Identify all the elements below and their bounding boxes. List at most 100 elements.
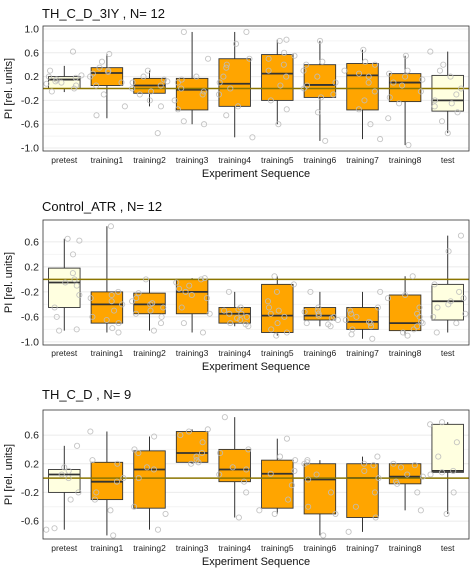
data-point xyxy=(180,320,187,327)
data-point xyxy=(193,453,200,460)
data-point xyxy=(384,295,391,302)
data-point xyxy=(367,121,374,128)
data-point xyxy=(450,467,457,474)
data-point xyxy=(417,507,424,514)
data-point xyxy=(178,76,185,83)
data-point xyxy=(119,301,126,308)
data-point xyxy=(303,61,310,68)
data-point xyxy=(352,503,359,510)
data-point xyxy=(164,78,171,85)
data-point xyxy=(405,141,412,149)
data-point xyxy=(110,532,117,539)
data-point xyxy=(216,79,223,86)
data-point xyxy=(98,58,106,65)
data-point xyxy=(243,313,250,320)
data-point xyxy=(180,118,187,125)
data-point xyxy=(198,449,206,457)
x-tick-label: training6 xyxy=(304,543,337,553)
data-point xyxy=(414,310,421,317)
data-point xyxy=(199,439,206,446)
data-point xyxy=(72,74,79,81)
data-point xyxy=(315,312,322,319)
data-point xyxy=(150,327,157,334)
data-point xyxy=(64,235,71,242)
data-point xyxy=(265,67,272,74)
x-tick-label: test xyxy=(441,155,455,165)
data-point xyxy=(174,106,181,113)
y-tick-label: -0.6 xyxy=(21,311,39,323)
data-point xyxy=(176,285,183,292)
data-point xyxy=(271,273,278,280)
data-point xyxy=(131,446,138,453)
data-point xyxy=(245,446,252,453)
panel-title: TH_C_D , N= 9 xyxy=(42,387,131,402)
data-point xyxy=(157,320,165,327)
y-tick-label: 0.6 xyxy=(24,47,39,59)
data-point xyxy=(160,304,167,311)
x-tick-label: training8 xyxy=(389,155,422,165)
x-tick-label: pretest xyxy=(51,348,78,358)
data-point xyxy=(89,313,96,320)
data-point xyxy=(69,270,76,277)
x-tick-label: training6 xyxy=(304,348,337,358)
data-point xyxy=(431,281,438,288)
data-point xyxy=(377,136,384,143)
x-tick-label: training5 xyxy=(261,155,294,165)
x-tick-label: pretest xyxy=(51,543,78,553)
data-point xyxy=(173,279,180,286)
data-point xyxy=(151,433,158,440)
data-point xyxy=(245,323,252,330)
data-point xyxy=(235,514,242,521)
data-point xyxy=(372,514,379,521)
data-point xyxy=(256,507,263,514)
data-point xyxy=(300,67,307,74)
data-point xyxy=(177,432,184,439)
x-tick-label: test xyxy=(441,543,455,553)
box-training3 xyxy=(175,278,209,315)
data-point xyxy=(417,318,425,325)
data-point xyxy=(201,121,208,128)
data-point xyxy=(216,91,223,98)
data-point xyxy=(58,471,65,478)
box-training3 xyxy=(175,431,209,463)
plot-border xyxy=(42,409,470,540)
data-point xyxy=(114,460,121,467)
data-point xyxy=(438,469,446,476)
data-point xyxy=(121,103,128,110)
x-tick-label: training4 xyxy=(218,348,251,358)
data-point xyxy=(434,304,441,311)
data-point xyxy=(180,28,187,36)
data-point xyxy=(89,457,96,464)
data-point xyxy=(334,316,341,324)
data-point xyxy=(73,282,80,289)
data-point xyxy=(328,315,335,322)
x-tick-label: test xyxy=(441,348,455,358)
data-point xyxy=(458,85,465,92)
data-point xyxy=(375,475,382,482)
data-point xyxy=(369,335,376,342)
data-point xyxy=(188,460,195,467)
panel-2: Control_ATR , N= 12 -1.0 -0.6 -0.2 0.2 0.6 PI … xyxy=(3,199,470,373)
data-point xyxy=(201,275,208,282)
x-tick-label: training1 xyxy=(91,348,124,358)
y-axis-title: PI [rel. units] xyxy=(3,444,15,505)
data-point xyxy=(448,100,455,107)
data-point xyxy=(348,310,355,317)
x-tick-label: training5 xyxy=(261,543,294,553)
y-tick-label: 0.2 xyxy=(24,261,39,273)
data-point xyxy=(267,470,274,477)
data-point xyxy=(221,414,228,421)
data-point xyxy=(416,304,423,311)
x-axis-title: Experiment Sequence xyxy=(202,168,310,180)
box-training5 xyxy=(261,459,294,509)
data-point xyxy=(419,473,426,480)
data-point xyxy=(199,329,206,336)
data-point xyxy=(385,115,392,122)
data-point xyxy=(65,467,72,474)
data-point xyxy=(283,329,290,336)
data-point xyxy=(205,55,212,62)
data-point xyxy=(136,91,143,98)
data-point xyxy=(243,466,250,473)
data-point xyxy=(440,61,447,68)
